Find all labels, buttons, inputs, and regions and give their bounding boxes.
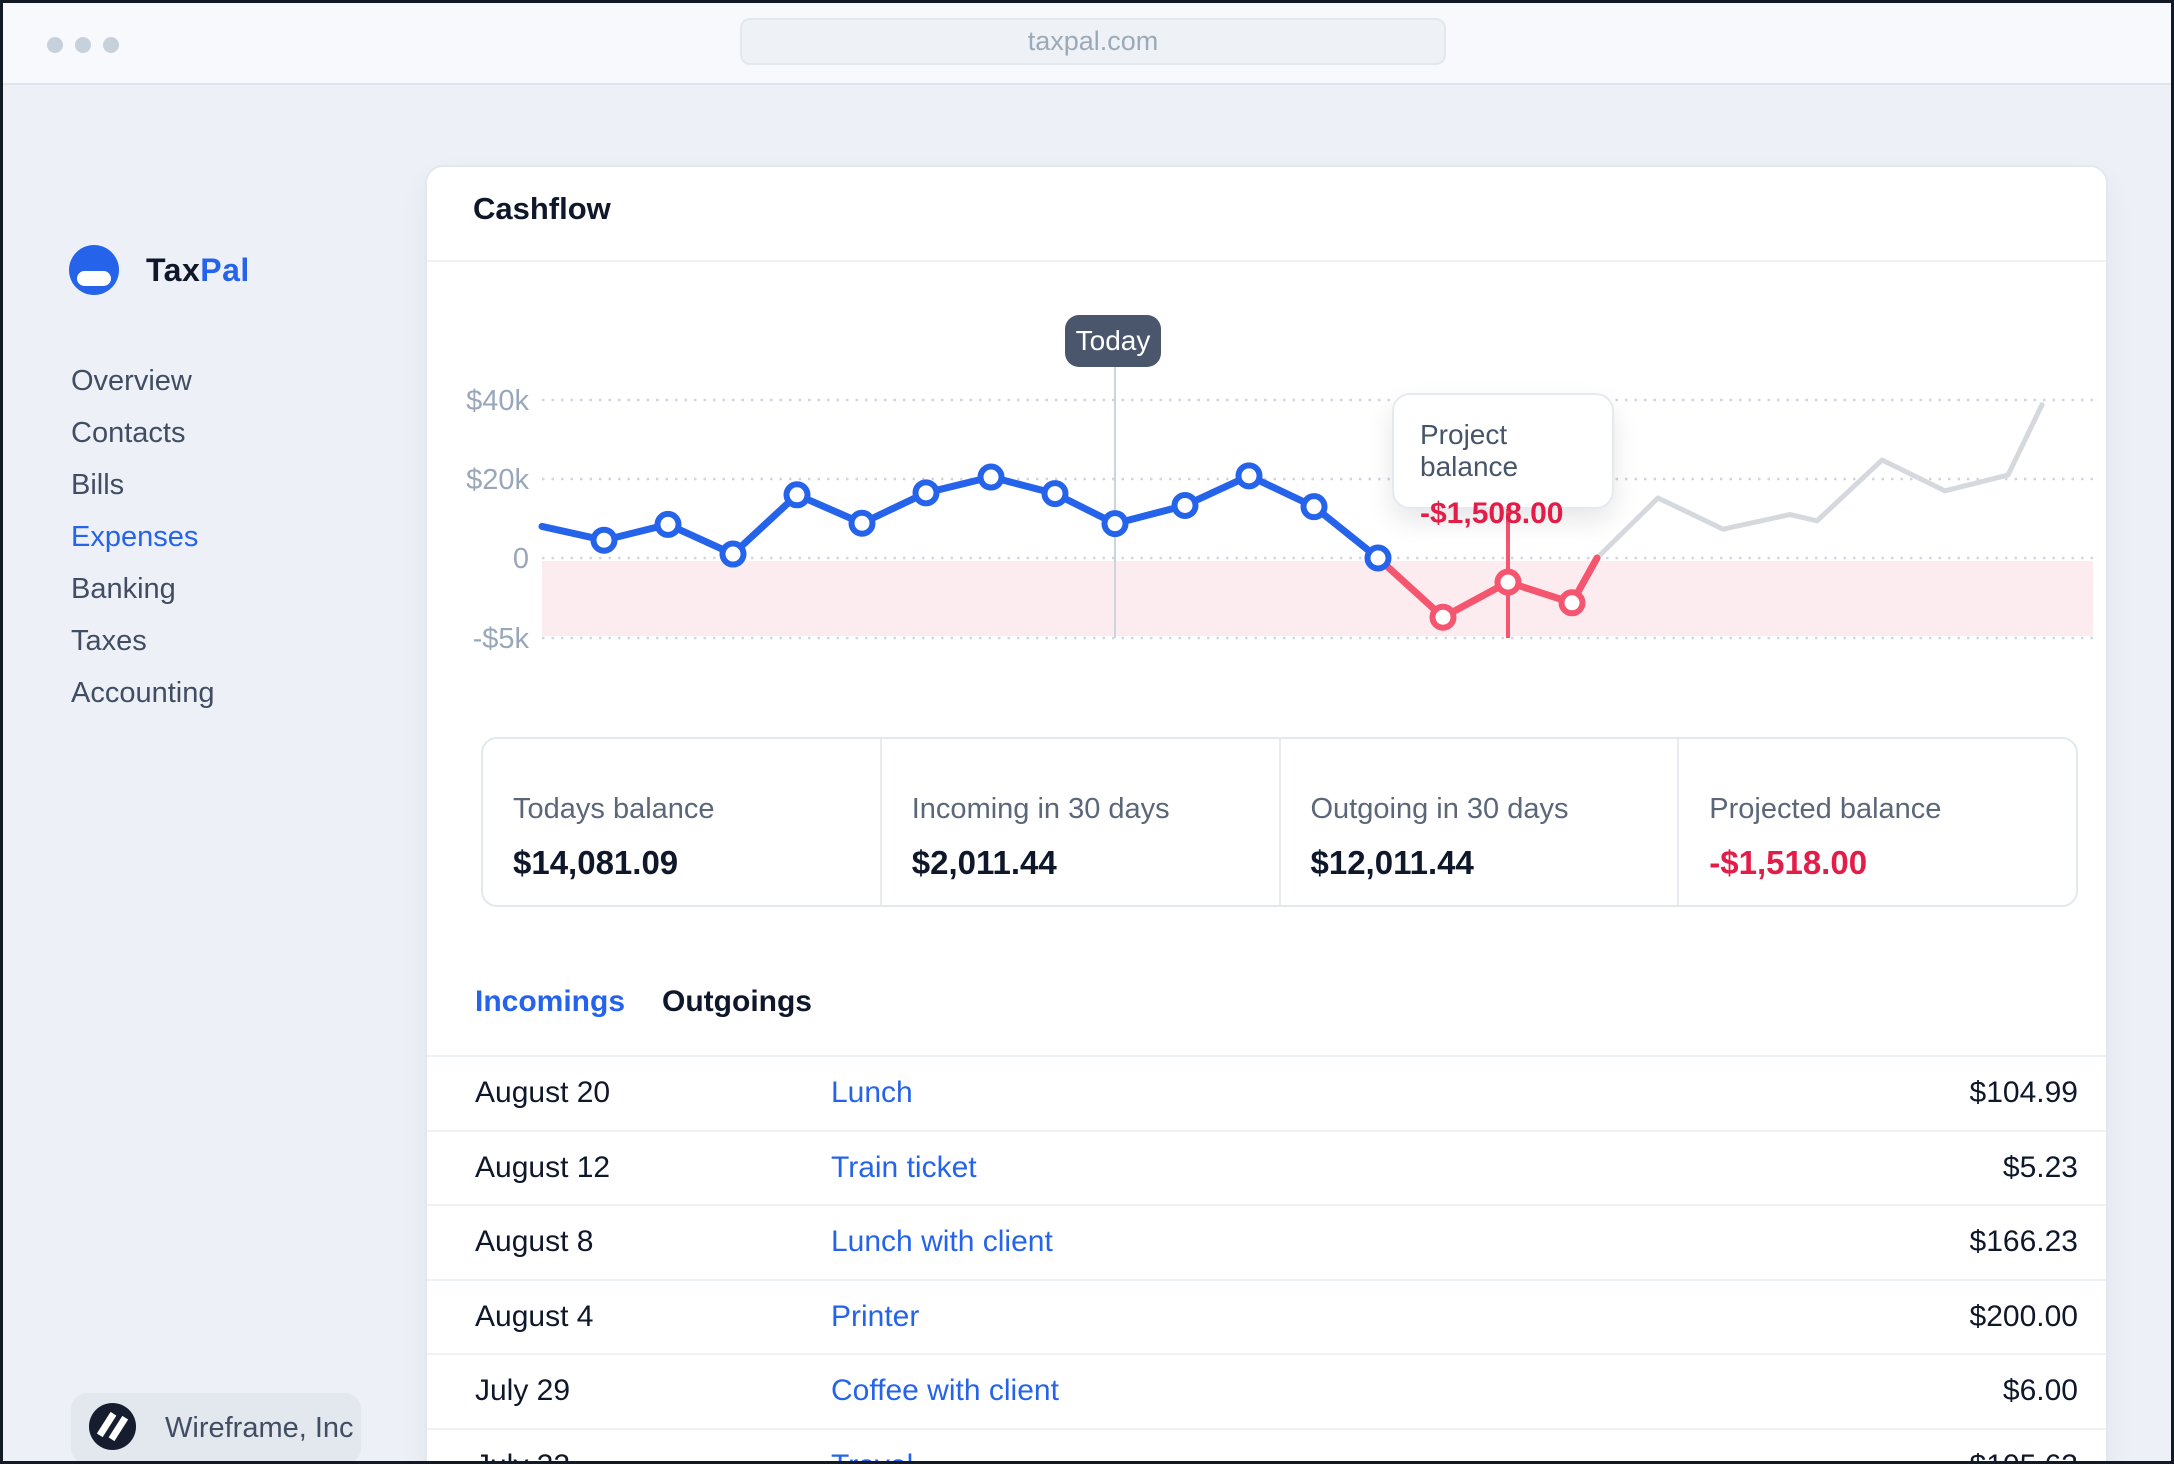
data-point-marker [977, 463, 1005, 491]
negative-zone-band [542, 561, 2093, 636]
tab-outgoings[interactable]: Outgoings [662, 985, 812, 1018]
transaction-amount: $6.00 [2002, 1374, 2078, 1408]
stat-label: Projected balance [1709, 793, 1942, 825]
data-point-marker [848, 509, 876, 537]
sidebar-item-banking[interactable]: Banking [71, 572, 176, 605]
data-point-marker [719, 540, 747, 568]
transaction-date: August 8 [475, 1225, 594, 1259]
sidebar-item-contacts[interactable]: Contacts [71, 416, 186, 449]
tab-incomings[interactable]: Incomings [475, 985, 626, 1018]
stat-label: Outgoing in 30 days [1310, 793, 1569, 825]
table-row: August 20 Lunch $104.99 [427, 1055, 2106, 1130]
sidebar-item-taxes[interactable]: Taxes [71, 624, 147, 657]
sidebar-item-bills[interactable]: Bills [71, 468, 125, 501]
transaction-link[interactable]: Train ticket [831, 1150, 977, 1184]
page-title: Cashflow [473, 191, 611, 226]
transaction-amount: $200.00 [1969, 1299, 2078, 1333]
app-logo[interactable]: TaxPal [68, 244, 250, 296]
transaction-date: August 12 [475, 1150, 611, 1184]
table-row: August 4 Printer $200.00 [427, 1278, 2106, 1354]
stat-value: $12,011.44 [1310, 844, 1474, 881]
window-control-dot[interactable] [47, 37, 63, 53]
workspace-name: Wireframe, Inc [165, 1412, 354, 1444]
data-point-marker [912, 479, 940, 507]
data-point-marker [1235, 462, 1263, 490]
transaction-date: August 4 [475, 1299, 594, 1333]
summary-stats: Todays balance $14,081.09 Incoming in 30 d… [481, 737, 2078, 907]
transaction-tabs: Incomings Outgoings [475, 985, 812, 1019]
series-projection [1594, 402, 2045, 561]
stat-value: $2,011.44 [911, 844, 1057, 881]
transaction-date: July 22 [475, 1449, 831, 1461]
url-bar[interactable]: taxpal.com [740, 18, 1446, 65]
y-axis-tick: $20k [466, 464, 529, 496]
tooltip-value: -$1,508.00 [1420, 497, 1564, 530]
table-row: August 8 Lunch with client $166.23 [427, 1204, 2106, 1279]
transaction-date: July 29 [475, 1374, 571, 1408]
transaction-link[interactable]: Lunch with client [831, 1225, 1053, 1259]
today-badge: Today [1065, 315, 1161, 367]
y-axis-tick: $40k [466, 385, 529, 417]
transactions-table: August 20 Lunch $104.99 August 12 Train tick… [427, 1055, 2106, 1461]
sidebar-item-expenses[interactable]: Expenses [71, 520, 199, 553]
table-row: August 12 Train ticket $5.23 [427, 1129, 2106, 1205]
stat-card: Outgoing in 30 days $12,011.44 [1278, 739, 1678, 905]
sidebar-item-overview[interactable]: Overview [71, 364, 192, 397]
data-point-marker [783, 481, 811, 509]
sidebar: TaxPal Overview Contacts Bills Expenses Bank… [3, 87, 423, 1461]
data-point-marker [1171, 491, 1199, 519]
url-text: taxpal.com [1027, 26, 1159, 56]
stat-card: Todays balance $14,081.09 [483, 739, 880, 905]
transaction-link[interactable]: Printer [831, 1299, 920, 1333]
transaction-amount: $105.63 [1970, 1449, 2078, 1461]
stat-card: Projected balance -$1,518.00 [1677, 739, 2076, 905]
transaction-date: August 20 [475, 1076, 611, 1110]
transaction-amount: $5.23 [2002, 1150, 2078, 1184]
table-row: July 29 Coffee with client $6.00 [427, 1353, 2106, 1428]
project-balance-tooltip: Project balance -$1,508.00 [1392, 393, 1614, 530]
y-axis-tick: -$5k [473, 623, 530, 655]
workspace-switcher[interactable]: Wireframe, Inc [71, 1393, 361, 1461]
stat-label: Incoming in 30 days [911, 793, 1170, 825]
stat-card: Incoming in 30 days $2,011.44 [879, 739, 1279, 905]
window-controls[interactable] [47, 37, 119, 53]
transaction-link[interactable]: Travel [831, 1449, 1970, 1461]
card-header: Cashflow [427, 167, 2106, 262]
tooltip-title: Project balance [1420, 419, 1519, 482]
transaction-link[interactable]: Lunch [831, 1076, 913, 1110]
window-control-dot[interactable] [75, 37, 91, 53]
taxpal-logo-icon [68, 244, 120, 296]
stat-value: $14,081.09 [513, 844, 679, 881]
brand-name: TaxPal [146, 251, 250, 288]
transaction-amount: $104.99 [1969, 1076, 2078, 1110]
stat-label: Todays balance [513, 793, 715, 825]
stat-value: -$1,518.00 [1709, 844, 1868, 881]
data-point-marker [1300, 493, 1328, 521]
data-point-marker [1558, 589, 1586, 617]
table-row: July 22Travel$105.63 [427, 1427, 2106, 1461]
cashflow-card: Cashflow $40k $20k 0 -$5k Today Project bal… [425, 165, 2110, 1461]
cashflow-chart[interactable]: $40k $20k 0 -$5k Today Project balance -$1,… [427, 262, 2110, 737]
data-point-marker [1101, 510, 1129, 538]
data-point-marker [590, 526, 618, 554]
y-axis-tick: 0 [513, 543, 529, 575]
transaction-amount: $166.23 [1969, 1225, 2078, 1259]
data-point-marker [1364, 544, 1392, 572]
sidebar-item-accounting[interactable]: Accounting [71, 676, 215, 709]
data-point-marker [1429, 603, 1457, 631]
sidebar-nav: Overview Contacts Bills Expenses Banking Taxe… [71, 355, 215, 719]
wireframe-logo-icon [88, 1402, 137, 1456]
transaction-link[interactable]: Coffee with client [831, 1374, 1059, 1408]
window-control-dot[interactable] [103, 37, 119, 53]
browser-topbar: taxpal.com [3, 3, 2171, 85]
data-point-marker [1494, 568, 1522, 596]
data-point-marker [654, 510, 682, 538]
data-point-marker [1041, 480, 1069, 508]
